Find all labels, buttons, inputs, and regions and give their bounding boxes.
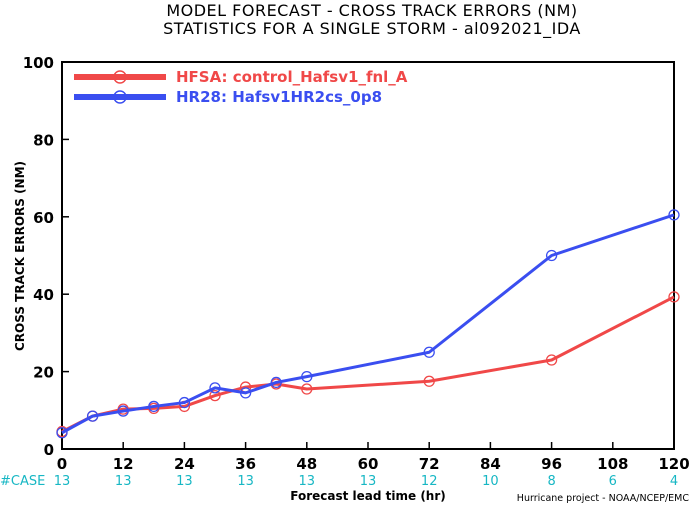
x-tick-label: 72 — [419, 455, 440, 473]
y-tick-label: 40 — [33, 286, 54, 304]
data-point — [668, 209, 680, 221]
series-layer — [56, 209, 680, 439]
x-tick-label: 120 — [658, 455, 689, 473]
case-count: 13 — [115, 474, 132, 489]
data-point — [56, 427, 68, 439]
data-point — [86, 410, 99, 422]
data-point — [423, 375, 435, 387]
data-point — [209, 389, 221, 402]
case-count: 13 — [237, 474, 254, 489]
chart-subtitle: STATISTICS FOR A SINGLE STORM - al092021… — [163, 19, 581, 39]
y-tick-label: 60 — [33, 209, 54, 227]
legend-entry-label: HFSA: control_Hafsv1_fnl_A — [176, 68, 408, 86]
data-point — [239, 387, 252, 399]
case-count: 13 — [360, 474, 377, 489]
x-axis-label: Forecast lead time (hr) — [290, 489, 446, 503]
data-point — [301, 370, 313, 383]
data-point — [117, 405, 129, 417]
x-tick-label: 48 — [296, 455, 317, 473]
data-point — [209, 382, 221, 394]
y-axis: 0 20 40 60 80 100 — [23, 54, 69, 459]
case-count: 12 — [421, 474, 438, 489]
data-point — [148, 400, 160, 413]
y-tick-label: 100 — [23, 54, 54, 72]
legend-swatch-marker — [113, 70, 127, 84]
series-2 — [56, 209, 680, 439]
y-tick-label: 20 — [33, 364, 54, 382]
case-count: 13 — [299, 474, 316, 489]
credit-text: Hurricane project - NOAA/NCEP/EMC — [517, 493, 690, 504]
x-tick-label: 96 — [541, 455, 562, 473]
data-point — [178, 396, 191, 409]
x-tick-label: 12 — [113, 455, 134, 473]
x-tick-label: 36 — [235, 455, 256, 473]
case-count: 6 — [609, 474, 617, 489]
plot-frame — [61, 61, 675, 450]
x-tick-label: 24 — [174, 455, 195, 473]
chart-title: MODEL FORECAST - CROSS TRACK ERRORS (NM) — [166, 1, 577, 20]
case-counts: 13 13 13 13 13 13 12 10 8 6 4 — [54, 474, 678, 489]
series-line — [61, 213, 675, 435]
case-count: 4 — [670, 474, 678, 489]
x-tick-label: 60 — [358, 455, 379, 473]
legend: HFSA: control_Hafsv1_fnl_A HR28: Hafsv1HR… — [74, 68, 408, 106]
case-count: 10 — [482, 474, 499, 489]
case-count: 8 — [547, 474, 555, 489]
data-point — [545, 354, 558, 366]
legend-entry-label: HR28: Hafsv1HR2cs_0p8 — [176, 88, 382, 106]
data-point — [668, 291, 680, 303]
data-point — [545, 249, 558, 262]
x-tick-label: 108 — [597, 455, 628, 473]
x-tick-label: 84 — [480, 455, 501, 473]
data-point — [423, 346, 435, 358]
case-count: 13 — [176, 474, 193, 489]
y-tick-label: 0 — [44, 441, 54, 459]
y-axis-label: CROSS TRACK ERRORS (NM) — [13, 161, 27, 351]
case-count: 13 — [54, 474, 71, 489]
data-point — [301, 383, 313, 395]
x-axis: 0 12 24 36 48 60 72 84 96 108 120 — [57, 442, 690, 473]
y-tick-label: 80 — [33, 131, 54, 149]
x-tick-label: 0 — [57, 455, 67, 473]
legend-swatch-marker — [113, 90, 127, 104]
case-label: #CASE — [0, 474, 45, 489]
data-point — [270, 376, 282, 389]
